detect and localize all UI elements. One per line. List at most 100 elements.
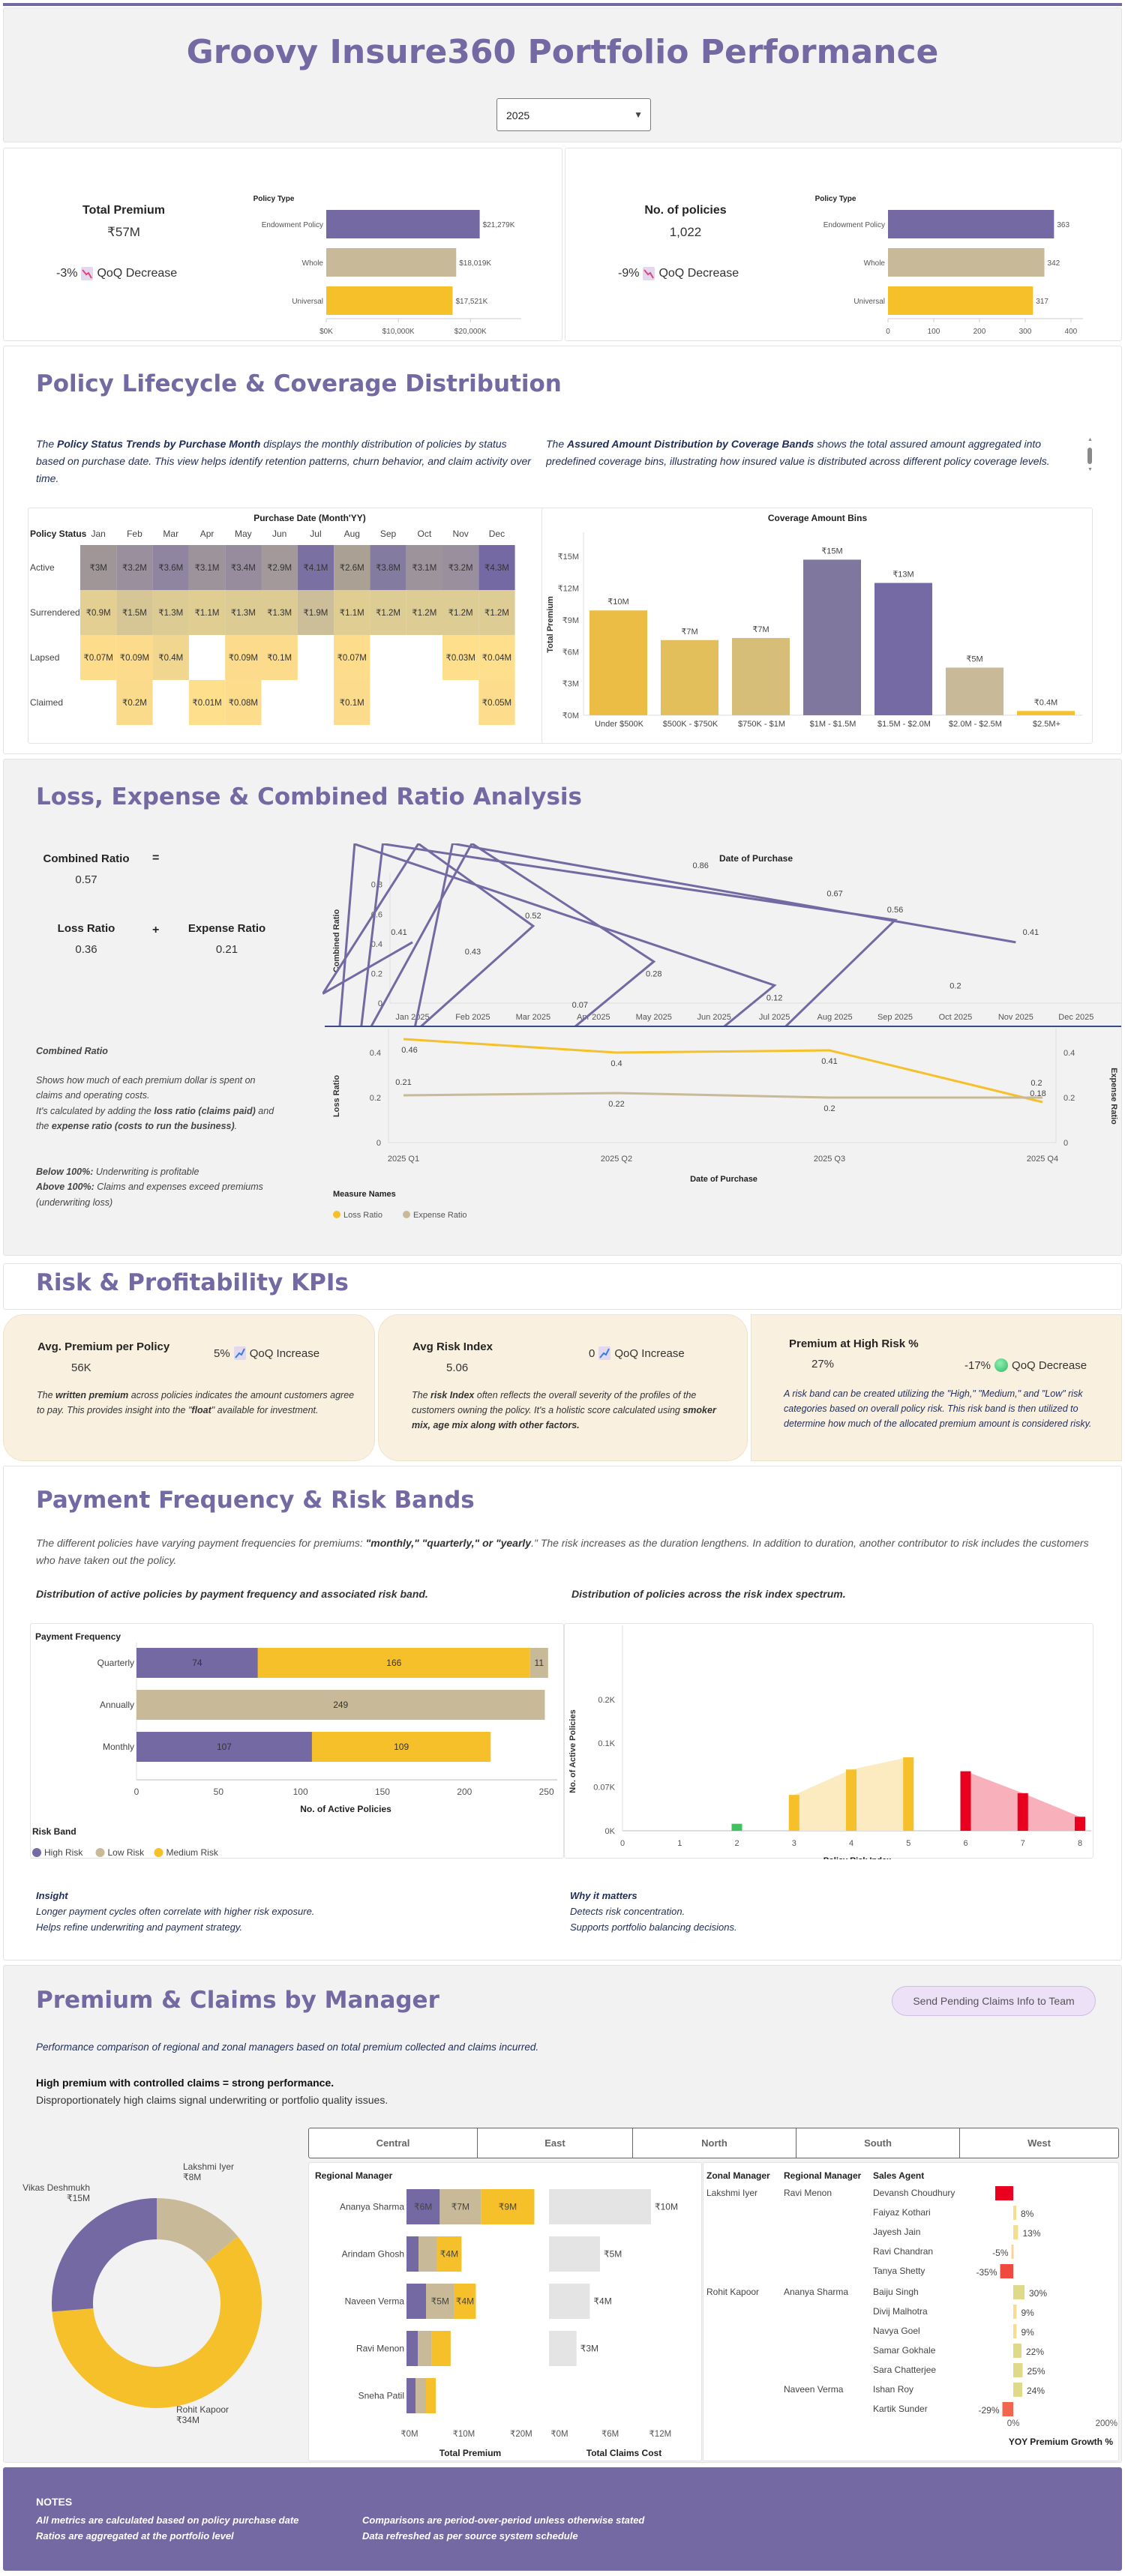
regional-manager-panel: Regional Manager Ananya Sharma ₹6M ₹7M ₹9M ₹1… <box>308 2162 702 2461</box>
kpi-card-label: Avg Risk Index <box>412 1340 493 1353</box>
heatmap-cell <box>261 635 298 680</box>
tick-label: Jun 2025 <box>698 1013 731 1022</box>
data-label: $18,019K <box>459 259 491 268</box>
bar <box>1075 1817 1085 1831</box>
data-label: 25% <box>1028 2366 1046 2377</box>
zonal-manager: Lakshmi Iyer <box>706 2188 758 2198</box>
growth-bar <box>1013 2344 1022 2358</box>
lifecycle-title: Policy Lifecycle & Coverage Distribution <box>36 370 562 397</box>
text-bold: Assured Amount Distribution by Coverage … <box>567 438 814 450</box>
heatmap-cell <box>334 590 370 635</box>
ratio-section <box>3 759 1122 1256</box>
premium-qoq-label: QoQ Decrease <box>97 267 178 280</box>
sales-agent: Ravi Chandran <box>873 2246 933 2257</box>
total-premium-value: ₹57M <box>107 225 140 239</box>
axis-title: Expense Ratio <box>1109 1068 1118 1125</box>
region-tab-south[interactable]: South <box>796 2128 960 2158</box>
category-label: Under $500K <box>595 720 644 729</box>
chart-title: Payment Frequency <box>35 1631 121 1642</box>
regional-manager: Ananya Sharma <box>784 2287 848 2297</box>
tick-label: 0 <box>378 999 382 1008</box>
category-label: Quarterly <box>98 1658 134 1668</box>
combined-ratio-label: Combined Ratio <box>43 852 130 865</box>
data-label: 13% <box>1023 2228 1041 2239</box>
row-label: Claimed <box>30 697 63 708</box>
heatmap-cell <box>80 590 117 635</box>
tick-label: 400 <box>1065 328 1078 336</box>
regional-manager: Naveen Verma <box>784 2384 844 2395</box>
bar <box>960 1771 971 1831</box>
bar-segment <box>425 2284 454 2319</box>
data-label: 0.43 <box>465 948 481 957</box>
tick-label: 0.4 <box>370 1049 381 1058</box>
axis-title: Combined Ratio <box>332 909 341 973</box>
cell-value: ₹1.2M <box>412 609 436 618</box>
heatmap-cell <box>188 545 226 590</box>
data-label: 0.28 <box>646 970 662 979</box>
bar <box>888 248 1045 277</box>
year-filter-value: 2025 <box>506 109 530 121</box>
risk-index-chart: No. of Active Policies 0K 0.07K 0.1K 0.2K 0 1 2… <box>568 1625 1091 1865</box>
send-pending-claims-button[interactable]: Send Pending Claims Info to Team <box>892 1986 1096 2016</box>
scrollbar-thumb[interactable] <box>1088 448 1092 464</box>
region-tab-east[interactable]: East <box>478 2128 633 2158</box>
data-label: 317 <box>1036 298 1048 306</box>
text: displays the monthly distribution of pol… <box>36 438 531 484</box>
legend-marker <box>95 1848 105 1857</box>
bar-segment <box>454 2284 476 2319</box>
heatmap-cell <box>478 590 515 635</box>
description-scrollbar[interactable]: ▲ ▼ <box>1087 437 1093 475</box>
column-label: Jan <box>91 529 105 539</box>
growth-bar <box>1013 2206 1016 2220</box>
heatmap-cell <box>297 590 334 635</box>
data-label: ₹4M <box>456 2296 474 2307</box>
premium-kpi-panel: Total Premium ₹57M -3% QoQ Decrease Poli… <box>3 148 562 341</box>
bar-segment <box>136 1732 312 1762</box>
tick-label: 0 <box>1064 1139 1068 1148</box>
data-label: ₹5M <box>966 654 982 663</box>
sales-agent: Faiyaz Kothari <box>873 2207 931 2218</box>
cell-value: ₹1.3M <box>158 609 183 618</box>
data-label: 0.86 <box>692 861 708 870</box>
text: shows the total assured amount aggregate… <box>546 438 1050 467</box>
bar <box>874 583 932 715</box>
data-label: 166 <box>386 1658 401 1668</box>
cell-value: ₹0.9M <box>86 609 111 618</box>
region-tab-west[interactable]: West <box>1028 2137 1051 2149</box>
page-title: Groovy Insure360 Portfolio Performance <box>186 33 939 71</box>
slice-label: Rohit Kapoor <box>176 2404 229 2415</box>
region-tab-north[interactable]: North <box>633 2128 796 2158</box>
bar <box>326 286 453 315</box>
manager-bold-line: High premium with controlled claims = st… <box>36 2077 334 2089</box>
data-label: 0.2 <box>1030 1079 1042 1088</box>
column-label: Oct <box>418 529 432 539</box>
tick-label: Dec 2025 <box>1058 1013 1094 1022</box>
tick-label: 5 <box>906 1839 910 1848</box>
data-label: ₹7M <box>752 625 769 634</box>
category-label: $1M - $1.5M <box>810 720 856 729</box>
text: Claims and expenses exceed premiums (und… <box>36 1182 263 1208</box>
region-tab-central[interactable]: Central <box>309 2128 478 2158</box>
agent-growth-table: Zonal Manager Regional Manager Sales Agent… <box>706 2170 1118 2447</box>
growth-bar <box>1013 2324 1017 2338</box>
tick-label: 0.4 <box>1064 1049 1075 1058</box>
tick-label: $10,000K <box>382 328 415 336</box>
total-premium-label: Total Premium <box>82 204 165 217</box>
growth-bar <box>1013 2305 1017 2319</box>
data-label: 74 <box>192 1658 202 1668</box>
data-label: ₹7M <box>681 628 698 637</box>
policies-count-label: No. of policies <box>644 204 727 217</box>
bar <box>888 286 1034 315</box>
data-label: 24% <box>1027 2386 1045 2396</box>
category-label: Endowment Policy <box>262 221 323 229</box>
year-filter-dropdown[interactable]: 2025 ▼ <box>496 98 651 131</box>
axis-title: Total Claims Cost <box>586 2448 662 2458</box>
combined-ratio-value: 0.57 <box>75 873 98 886</box>
tick-label: Sep 2025 <box>878 1013 913 1022</box>
kpi-card-text: The risk Index often reflects the overal… <box>412 1390 716 1430</box>
legend-marker <box>154 1848 164 1857</box>
category-label: Monthly <box>103 1742 134 1752</box>
cell-value: ₹0.4M <box>158 654 183 663</box>
axis-title: Date of Purchase <box>690 1175 758 1184</box>
tick-label: 200% <box>1096 2419 1118 2428</box>
